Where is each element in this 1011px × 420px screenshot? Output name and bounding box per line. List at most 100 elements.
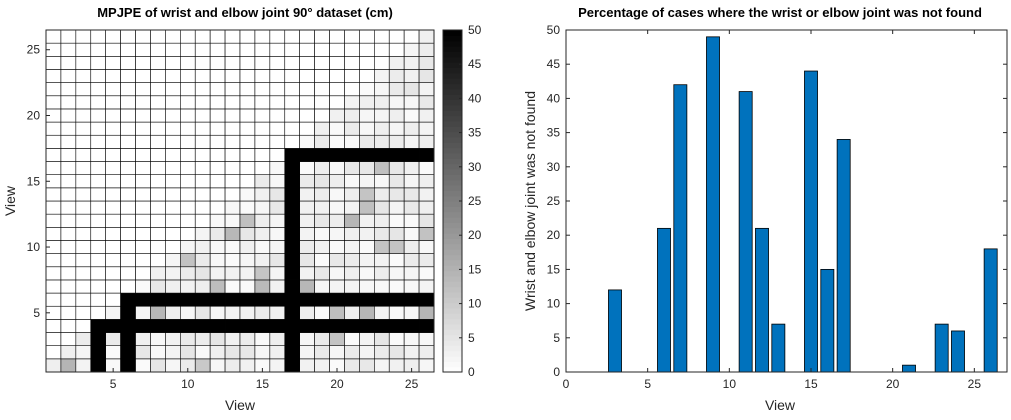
heatmap-cell [105,174,121,189]
heatmap-cell [209,319,226,333]
heatmap-cell [224,332,241,346]
heatmap-cell [90,358,106,373]
heatmap-cell [194,121,211,136]
heatmap-cell [299,345,315,360]
heatmap-cell [299,56,315,70]
heatmap-cell [403,253,420,268]
bar-x-tick-label: 25 [968,377,982,391]
heatmap-cell [150,266,166,281]
heatmap-cell [314,358,330,373]
heatmap-cell [344,69,360,83]
heatmap-cell [180,148,196,162]
heatmap-cell [60,108,77,123]
heatmap-cell [284,29,300,44]
heatmap-cell [60,200,77,215]
heatmap-cell [75,187,92,202]
heatmap-cell [403,305,420,320]
heatmap-cell [224,319,241,333]
heatmap-cell [150,29,166,44]
heatmap-cell [403,319,420,333]
heatmap-cell [403,332,420,346]
heatmap-cell [344,319,360,333]
heatmap-cell [374,108,390,123]
heatmap-cell [209,227,226,241]
heatmap-cell [165,56,181,70]
heatmap-cell [344,56,360,70]
heatmap-cell [374,95,390,110]
heatmap-cell [135,29,151,44]
bar [820,268,835,373]
bar-y-tick-label: 15 [547,262,561,276]
heatmap-cell [314,240,330,254]
heatmap-cell [60,240,77,254]
heatmap-cell [344,358,360,373]
bar-chart-bars [608,36,998,373]
heatmap-cell [359,279,375,294]
heatmap-cell [329,279,345,294]
heatmap-cell [45,69,62,83]
heatmap-cell [90,121,106,136]
heatmap-cell [403,266,420,281]
heatmap-cell [120,161,136,175]
heatmap-cell [60,82,77,97]
heatmap-cell [329,227,345,241]
heatmap-cell [150,213,166,228]
heatmap-cell [344,82,360,97]
heatmap-cell [329,253,345,268]
heatmap-cell [374,292,390,307]
heatmap-cell [194,292,211,307]
heatmap-cell [254,319,271,333]
heatmap-cell [388,358,405,373]
heatmap-cell [388,227,405,241]
heatmap-cell [135,345,151,360]
heatmap-cell [180,82,196,97]
heatmap-cell [239,266,256,281]
heatmap-cell [359,29,375,44]
heatmap-cell [180,200,196,215]
heatmap-cell [374,187,390,202]
heatmap-cell [150,56,166,70]
heatmap-cell [45,213,62,228]
colorbar-tick-label: 45 [468,57,482,71]
heatmap-cell [75,82,92,97]
heatmap-cell [209,253,226,268]
heatmap-cell [135,56,151,70]
heatmap-cell [314,134,330,149]
heatmap-cell [75,148,92,162]
heatmap-cell [239,292,256,307]
heatmap-cell [254,187,271,202]
heatmap-cell [194,56,211,70]
heatmap-cell [105,121,121,136]
heatmap-cell [374,42,390,57]
heatmap-cell [209,279,226,294]
heatmap-cell [374,332,390,346]
heatmap-cell [269,253,286,268]
heatmap-cell [344,174,360,189]
heatmap-cell [194,305,211,320]
heatmap-cell [329,95,345,110]
colorbar-segment [443,238,462,245]
heatmap-cell [90,187,106,202]
heatmap-cell [388,95,405,110]
heatmap-cell [209,240,226,254]
heatmap-cell [150,358,166,373]
heatmap-cell [120,345,136,360]
colorbar-tick-label: 50 [468,23,482,37]
heatmap-cell [269,187,286,202]
heatmap-cell [254,69,271,83]
heatmap-cell [388,134,405,149]
heatmap-cell [374,200,390,215]
heatmap-x-tick-label: 25 [405,377,419,391]
heatmap-cell [388,121,405,136]
heatmap-cell [135,82,151,97]
heatmap-cell [359,161,375,175]
heatmap-cell [194,42,211,57]
heatmap-cell [284,253,300,268]
heatmap-cell [239,187,256,202]
bar [771,323,786,373]
heatmap-cell [374,227,390,241]
heatmap-cell [165,358,181,373]
heatmap-cell [418,56,435,70]
heatmap-cell [269,42,286,57]
heatmap-cell [239,121,256,136]
